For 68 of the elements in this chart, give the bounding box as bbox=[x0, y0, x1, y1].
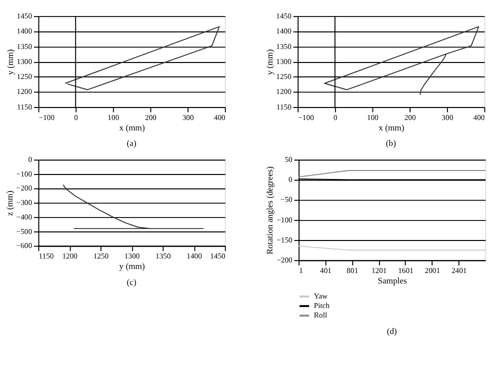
y-tick-label: 1150 bbox=[276, 102, 292, 112]
y-tick-label: −150 bbox=[276, 235, 293, 244]
y-tick-label: 1450 bbox=[16, 11, 32, 20]
text: (c) bbox=[126, 277, 136, 288]
y-tick-label: 1200 bbox=[16, 87, 32, 96]
x-tick-label: 1150 bbox=[38, 252, 54, 261]
y-axis-title: Rotation angles (degrees) bbox=[264, 166, 275, 254]
x-axis-title: y (mm) bbox=[119, 261, 145, 272]
x-tick-label: 1350 bbox=[156, 252, 171, 261]
y-tick-label: −100 bbox=[16, 169, 32, 178]
y-tick-label: 1200 bbox=[276, 87, 292, 96]
y-axis-title: y (mm) bbox=[264, 49, 274, 75]
y-axis-title: z (mm) bbox=[4, 190, 14, 216]
x-tick-label: −100 bbox=[38, 112, 55, 122]
y-tick-label: −500 bbox=[16, 226, 32, 236]
y-tick-label: −200 bbox=[16, 184, 32, 193]
x-tick-label: 1200 bbox=[62, 252, 78, 261]
x-tick-label: 100 bbox=[108, 112, 120, 122]
y-tick-label: 1450 bbox=[276, 11, 292, 20]
y-tick-label: 1400 bbox=[16, 26, 32, 36]
y-tick-label: 50 bbox=[284, 155, 293, 164]
x-tick-label: 401 bbox=[320, 266, 332, 276]
y-tick-label: 1400 bbox=[276, 26, 292, 36]
y-tick-label: −200 bbox=[276, 256, 293, 265]
x-tick-label: 1250 bbox=[93, 252, 109, 261]
x-tick-label: 1450 bbox=[210, 252, 226, 261]
legend-label: Roll bbox=[314, 310, 328, 320]
y-tick-label: 1300 bbox=[276, 56, 292, 66]
x-tick-label: 2401 bbox=[451, 266, 467, 276]
x-axis-title: Samples bbox=[378, 276, 408, 286]
y-tick-label: 0 bbox=[288, 175, 293, 184]
text: (a) bbox=[126, 138, 136, 148]
y-tick-label: 1250 bbox=[16, 72, 32, 82]
text: (d) bbox=[386, 326, 398, 336]
x-tick-label: 1201 bbox=[371, 266, 387, 276]
x-tick-label: 300 bbox=[442, 112, 454, 122]
text: (b) bbox=[386, 138, 396, 148]
x-tick-label: 200 bbox=[145, 112, 157, 122]
y-tick-label: 1350 bbox=[276, 42, 292, 51]
y-tick-label: −400 bbox=[16, 212, 32, 222]
y-tick-label: −300 bbox=[16, 198, 32, 208]
x-tick-label: 1601 bbox=[398, 266, 414, 276]
x-tick-label: 200 bbox=[404, 112, 416, 122]
y-axis-title: y (mm) bbox=[4, 49, 15, 75]
x-tick-label: 0 bbox=[74, 112, 78, 122]
y-tick-label: 1150 bbox=[17, 102, 32, 112]
x-tick-label: 1 bbox=[299, 266, 304, 276]
x-tick-label: 300 bbox=[182, 112, 194, 122]
y-tick-label: 0 bbox=[28, 155, 32, 164]
y-tick-label: −100 bbox=[276, 215, 293, 224]
y-tick-label: 1350 bbox=[16, 42, 32, 51]
x-tick-label: 400 bbox=[473, 112, 485, 122]
x-tick-label: 1300 bbox=[124, 252, 140, 261]
x-tick-label: 1400 bbox=[186, 252, 202, 261]
y-tick-label: 1300 bbox=[16, 56, 32, 66]
y-tick-label: −50 bbox=[280, 195, 293, 204]
x-tick-label: 801 bbox=[346, 266, 358, 276]
x-tick-label: 2001 bbox=[424, 266, 440, 276]
x-axis-title: x (mm) bbox=[378, 122, 404, 132]
y-tick-label: −600 bbox=[16, 241, 32, 250]
x-tick-label: 400 bbox=[214, 112, 226, 122]
legend-label: Pitch bbox=[314, 300, 330, 310]
x-tick-label: 100 bbox=[367, 112, 379, 122]
x-axis-title: x (mm) bbox=[119, 122, 145, 132]
legend-label: Yaw bbox=[314, 291, 328, 300]
x-tick-label: 0 bbox=[334, 112, 338, 122]
x-tick-label: −100 bbox=[298, 112, 314, 122]
y-tick-label: 1250 bbox=[276, 72, 292, 82]
